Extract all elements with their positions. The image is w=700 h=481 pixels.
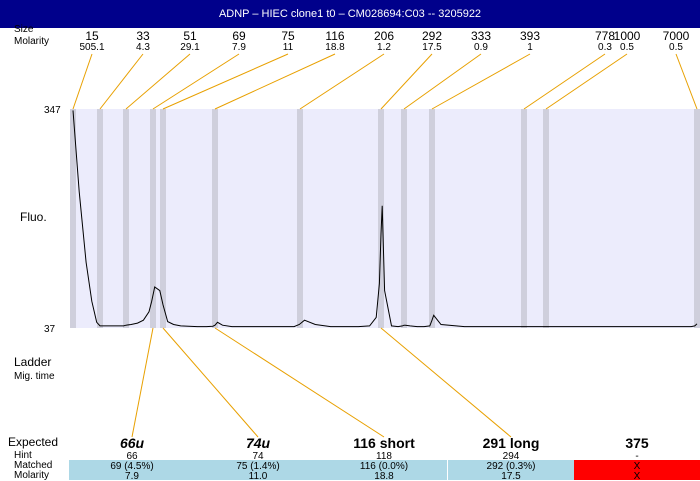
matched-cell [321, 460, 447, 480]
matched-value: 75 (1.4%) [236, 461, 279, 472]
ladder-molarity-label: 11 [283, 42, 294, 53]
expected-label: 116 short [353, 435, 415, 451]
ladder-molarity-label: 7.9 [232, 42, 246, 53]
expected-label: 66u [120, 435, 145, 451]
ladder-molarity-label: 0.5 [620, 42, 634, 53]
hint-row-label: Hint [14, 450, 32, 461]
ladder-band [297, 109, 303, 328]
ladder-band [543, 109, 549, 328]
ladder-size-label: 51 [183, 29, 197, 43]
ladder-connector [72, 53, 93, 110]
matched-value: 116 (0.0%) [360, 461, 408, 472]
fluo-axis-label: Fluo. [20, 210, 47, 224]
ladder-band [401, 109, 407, 328]
ladder-molarity-label: 1.2 [377, 42, 391, 53]
ladder-molarity-label: 17.5 [422, 42, 442, 53]
ladder-connector [545, 53, 628, 110]
ladder-size-label: 15 [85, 29, 99, 43]
ladder-connector [380, 53, 433, 110]
matched-value: 69 (4.5%) [110, 461, 153, 472]
ladder-size-label: 333 [471, 29, 491, 43]
expected-connector [380, 327, 512, 438]
ladder-connector [299, 53, 385, 110]
ladder-size-label: 778 [595, 29, 615, 43]
hint-value: 294 [503, 451, 520, 462]
ladder-connector [162, 53, 289, 110]
ladder-size-label: 69 [232, 29, 246, 43]
mig-time-row-label: Mig. time [14, 371, 55, 382]
hint-value: 74 [252, 451, 264, 462]
molarity-bottom-row-label: Molarity [14, 470, 50, 481]
molarity-value: 17.5 [501, 471, 521, 480]
hint-value: 118 [376, 451, 392, 462]
ladder-row-label: Ladder [14, 355, 52, 369]
ladder-connector [214, 53, 336, 110]
expected-connector [162, 327, 259, 438]
ladder-size-label: 33 [136, 29, 150, 43]
expected-connector [214, 327, 385, 438]
matched-cell [574, 460, 700, 480]
ladder-connector [675, 53, 698, 110]
ladder-molarity-label: 0.5 [669, 42, 683, 53]
ladder-size-label: 292 [422, 29, 442, 43]
ladder-molarity-label: 1 [527, 42, 533, 53]
ladder-band [70, 109, 76, 328]
ladder-size-label: 116 [325, 29, 344, 43]
molarity-value: 7.9 [125, 471, 139, 480]
ladder-band [160, 109, 166, 328]
molarity-row-label: Molarity [14, 36, 50, 47]
ladder-molarity-label: 29.1 [180, 42, 200, 53]
ladder-band [429, 109, 435, 328]
hint-value: 66 [126, 451, 138, 462]
ladder-size-label: 1000 [614, 29, 641, 43]
ladder-molarity-label: 0.3 [598, 42, 612, 53]
ladder-connector [99, 53, 144, 110]
ladder-size-label: 7000 [663, 29, 690, 43]
size-row-label: Size [14, 24, 34, 35]
y-tick-label: 37 [44, 324, 56, 335]
ladder-size-label: 393 [520, 29, 540, 43]
expected-label: 74u [246, 435, 271, 451]
ladder-band [212, 109, 218, 328]
ladder-molarity-label: 18.8 [325, 42, 345, 53]
y-tick-label: 347 [44, 105, 61, 116]
ladder-connector [152, 53, 240, 110]
fluorescence-trace [72, 110, 698, 328]
expected-label: 375 [625, 435, 649, 451]
ladder-size-label: 206 [374, 29, 394, 43]
ladder-connector [431, 53, 531, 110]
ladder-connector [523, 53, 606, 110]
ladder-band [123, 109, 129, 328]
matched-cell [448, 460, 574, 480]
ladder-molarity-label: 4.3 [136, 42, 150, 53]
expected-label: 291 long [483, 435, 540, 451]
matched-value: 292 (0.3%) [487, 461, 536, 472]
ladder-size-label: 75 [281, 29, 295, 43]
matched-value: X [634, 461, 641, 472]
window-title: ADNP – HIEC clone1 t0 – CM028694:C03 -- … [0, 0, 700, 28]
ladder-band [521, 109, 527, 328]
ladder-band [150, 109, 156, 328]
matched-cell [69, 460, 195, 480]
ladder-molarity-label: 505.1 [79, 42, 104, 53]
molarity-value: X [634, 471, 641, 480]
matched-row-label: Matched [14, 460, 53, 471]
ladder-band [97, 109, 103, 328]
ladder-connector [403, 53, 482, 110]
ladder-band [694, 109, 700, 328]
ladder-connector [125, 53, 191, 110]
molarity-value: 11.0 [249, 471, 268, 480]
ladder-band [378, 109, 384, 328]
ladder-molarity-label: 0.9 [474, 42, 488, 53]
expected-connector [131, 327, 154, 438]
molarity-value: 18.8 [374, 471, 394, 480]
expected-row-label: Expected [8, 435, 59, 449]
matched-cell [195, 460, 321, 480]
hint-value: - [635, 451, 638, 462]
